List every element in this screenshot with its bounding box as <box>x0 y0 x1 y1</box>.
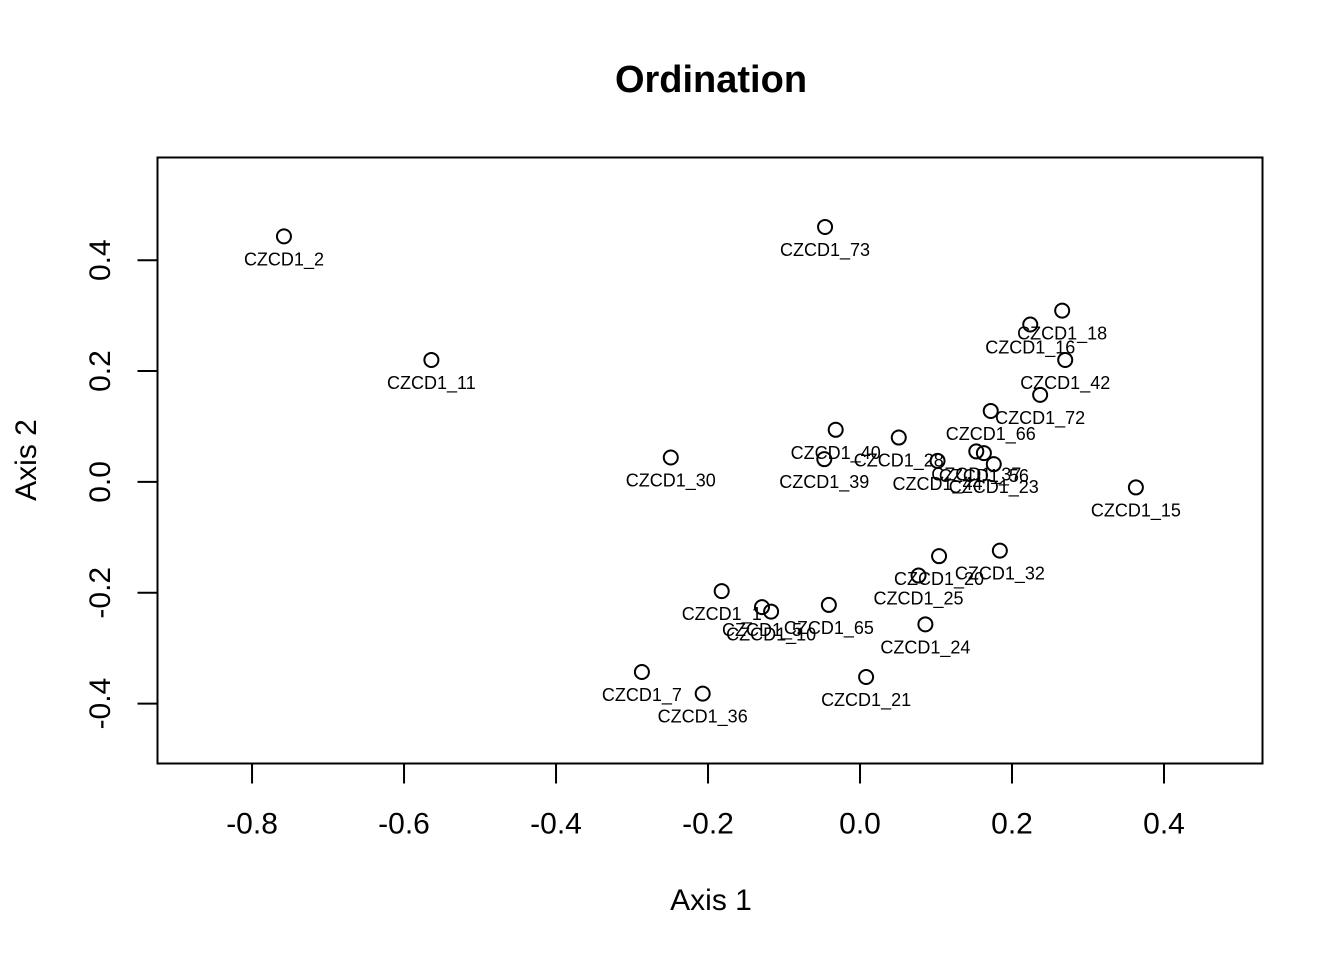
y-axis: -0.4 -0.2 0.0 0.2 0.4 <box>84 239 159 730</box>
x-tick-label: 0.4 <box>1143 808 1185 841</box>
data-point <box>275 228 292 245</box>
point-label: CZCD1_10 <box>726 625 816 646</box>
point-label: CZCD1_73 <box>780 240 870 261</box>
data-point <box>753 599 770 616</box>
point-label: CZCD1_24 <box>880 637 970 658</box>
point-label: CZCD1_18 <box>1017 324 1107 345</box>
data-point <box>982 402 999 419</box>
data-point <box>1127 479 1144 496</box>
x-tick-label: -0.4 <box>530 808 582 841</box>
y-tick-label: 0.4 <box>84 239 117 281</box>
point-label: CZCD1_2 <box>244 249 324 270</box>
data-point <box>917 616 934 633</box>
data-point <box>713 583 730 600</box>
data-point <box>931 548 948 565</box>
data-point <box>423 351 440 368</box>
data-point <box>662 449 679 466</box>
data-point <box>1054 302 1071 319</box>
data-point <box>968 443 985 460</box>
point-label: CZCD1_25 <box>874 589 964 610</box>
point-label: CZCD1_66 <box>946 424 1036 445</box>
data-point <box>1057 351 1074 368</box>
point-label: CZCD1_23 <box>949 477 1039 498</box>
data-point <box>763 603 780 620</box>
data-point <box>991 542 1008 559</box>
y-axis-label: Axis 2 <box>10 419 43 501</box>
point-label: CZCD1_16 <box>985 337 1075 358</box>
data-point <box>694 685 711 702</box>
point-label: CZCD1_21 <box>821 690 911 711</box>
x-tick-label: 0.0 <box>839 808 881 841</box>
data-point <box>827 421 844 438</box>
point-label: CZCD1_7 <box>602 685 682 706</box>
point-label: CZCD1_40 <box>791 443 881 464</box>
data-point <box>1032 386 1049 403</box>
data-point <box>985 456 1002 473</box>
y-tick-label: 0.0 <box>84 461 117 503</box>
x-tick-label: 0.2 <box>991 808 1033 841</box>
point-label: CZCD1_44 <box>893 474 983 495</box>
data-point <box>929 452 946 469</box>
point-label: CZCD1_1 <box>682 604 762 625</box>
point-label: CZCD1_65 <box>784 618 874 639</box>
y-tick-label: -0.4 <box>84 678 117 730</box>
data-point <box>1022 316 1039 333</box>
x-tick-label: -0.8 <box>226 808 278 841</box>
point-label: CZCD1_32 <box>955 564 1045 585</box>
data-point <box>858 668 875 685</box>
point-label: CZCD1_5 <box>722 620 802 641</box>
point-label: CZCD1_11 <box>387 373 476 394</box>
y-tick-label: 0.2 <box>84 350 117 392</box>
x-axis: -0.8 -0.6 -0.4 -0.2 0.0 0.2 0.4 <box>226 762 1185 841</box>
data-point <box>910 567 927 584</box>
point-label: CZCD1_56 <box>939 466 1029 487</box>
point-label: CZCD1_72 <box>995 408 1085 429</box>
data-point <box>975 445 992 462</box>
point-label: CZCD1_39 <box>779 472 869 493</box>
y-tick-label: -0.2 <box>84 567 117 619</box>
point-label: CZCD1_30 <box>626 471 716 492</box>
data-point <box>633 663 650 680</box>
point-label: CZCD1_36 <box>658 707 748 728</box>
data-point <box>820 596 837 613</box>
data-point <box>817 218 834 235</box>
chart-title: Ordination <box>615 59 807 101</box>
data-point <box>816 451 833 468</box>
x-tick-label: -0.2 <box>682 808 734 841</box>
x-tick-label: -0.6 <box>378 808 430 841</box>
x-axis-label: Axis 1 <box>670 884 752 917</box>
data-point <box>890 429 907 446</box>
point-label: CZCD1_15 <box>1091 500 1181 521</box>
point-label: CZCD1_20 <box>894 569 984 590</box>
point-label: CZCD1_28 <box>854 451 944 472</box>
